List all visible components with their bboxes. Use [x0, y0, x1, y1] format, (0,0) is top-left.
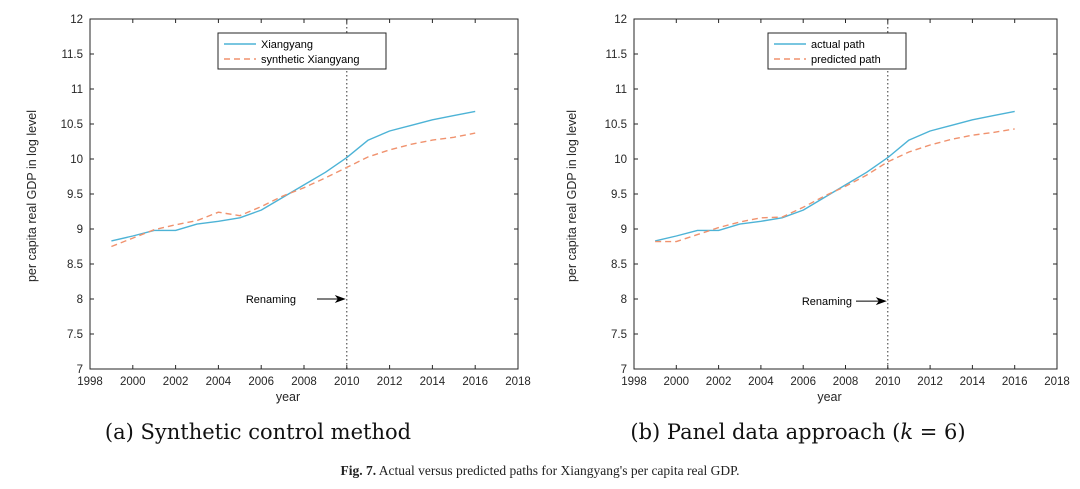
x-tick-label: 2006 — [790, 376, 816, 388]
y-tick-label: 9.5 — [611, 189, 627, 201]
legend-entry-label: predicted path — [811, 54, 881, 66]
y-tick-label: 10 — [614, 154, 627, 166]
x-tick-label: 2018 — [1044, 376, 1070, 388]
panel-a-legend: Xiangyang synthetic Xiangyang — [217, 32, 387, 70]
series-line-synthetic-xiangyang — [111, 132, 476, 248]
x-tick-label: 2014 — [960, 376, 986, 388]
y-tick-label: 8.5 — [611, 259, 627, 271]
y-tick-label: 8 — [77, 294, 83, 306]
figure-caption: Fig. 7. Actual versus predicted paths fo… — [340, 463, 739, 478]
x-tick-label: 2006 — [248, 376, 274, 388]
figure-caption-label: Fig. 7. — [340, 463, 376, 478]
y-tick-label: 12 — [614, 14, 627, 26]
y-tick-label: 9.5 — [67, 189, 83, 201]
panel-b-x-axis-label: year — [817, 390, 841, 404]
panel-a-chart: 1998 2000 2002 2004 2006 2008 2010 2012 2014 2016… — [25, 14, 531, 444]
panel-b-series — [654, 110, 1015, 243]
y-tick-label: 9 — [77, 224, 83, 236]
y-tick-label: 7.5 — [611, 329, 627, 341]
x-tick-label: 2014 — [420, 376, 446, 388]
y-tick-label: 7 — [621, 364, 627, 376]
x-tick-label: 1998 — [77, 376, 103, 388]
y-tick-label: 7.5 — [67, 329, 83, 341]
panel-b-plot-area — [633, 18, 1058, 370]
legend-box — [217, 32, 387, 70]
panel-b-ticks: 1998 2000 2002 2004 2006 2008 2010 2012 2014 2016… — [605, 14, 1070, 388]
x-tick-label: 2016 — [1002, 376, 1028, 388]
y-tick-label: 10 — [70, 154, 83, 166]
panel-a-plot-area — [89, 18, 519, 370]
series-line-actual-path — [654, 110, 1015, 242]
panel-a-series — [111, 110, 476, 248]
x-tick-label: 2000 — [120, 376, 146, 388]
x-tick-label: 2012 — [917, 376, 943, 388]
y-tick-label: 10.5 — [61, 119, 83, 131]
legend-entry-label: actual path — [811, 39, 865, 51]
y-tick-label: 11 — [71, 84, 83, 96]
x-tick-label: 2002 — [163, 376, 189, 388]
x-tick-label: 2002 — [706, 376, 732, 388]
panel-b-caption: (b) Panel data approach (k = 6) — [630, 420, 965, 444]
panel-a-caption: (a) Synthetic control method — [105, 420, 411, 444]
legend-entry-label: synthetic Xiangyang — [261, 54, 359, 66]
legend-entry-label: Xiangyang — [261, 39, 313, 51]
panel-b-legend: actual path predicted path — [767, 32, 907, 70]
legend-box — [767, 32, 907, 70]
x-tick-label: 2018 — [505, 376, 531, 388]
y-tick-label: 10.5 — [605, 119, 627, 131]
x-tick-label: 1998 — [621, 376, 647, 388]
y-tick-label: 7 — [77, 364, 83, 376]
y-tick-label: 11 — [615, 84, 627, 96]
x-tick-label: 2010 — [875, 376, 901, 388]
x-tick-label: 2016 — [462, 376, 488, 388]
y-tick-label: 11.5 — [61, 49, 83, 61]
y-tick-label: 9 — [621, 224, 627, 236]
renaming-annotation-label: Renaming — [802, 296, 852, 308]
panel-b-chart: 1998 2000 2002 2004 2006 2008 2010 2012 2014 2016… — [565, 14, 1070, 444]
panel-b-annotation: Renaming — [802, 296, 887, 308]
y-tick-label: 8 — [621, 294, 627, 306]
x-tick-label: 2008 — [833, 376, 859, 388]
y-tick-label: 11.5 — [605, 49, 627, 61]
series-line-predicted-path — [655, 128, 1015, 243]
x-tick-label: 2004 — [206, 376, 232, 388]
panel-a-x-axis-label: year — [276, 390, 300, 404]
renaming-arrow-head — [875, 297, 887, 306]
y-tick-label: 12 — [70, 14, 83, 26]
figure-caption-text: Actual versus predicted paths for Xiangy… — [379, 463, 740, 478]
x-tick-label: 2004 — [748, 376, 774, 388]
panel-a-ticks: 1998 2000 2002 2004 2006 2008 2010 2012 2014 2016… — [61, 14, 531, 388]
x-tick-label: 2008 — [291, 376, 317, 388]
x-tick-label: 2010 — [334, 376, 360, 388]
x-tick-label: 2000 — [664, 376, 690, 388]
panel-a-y-axis-label: per capita real GDP in log level — [25, 110, 39, 282]
y-tick-label: 8.5 — [67, 259, 83, 271]
panel-b-y-axis-label: per capita real GDP in log level — [565, 110, 579, 282]
panel-a-annotation: Renaming — [246, 294, 346, 306]
renaming-annotation-label: Renaming — [246, 294, 296, 306]
renaming-arrow-head — [334, 295, 346, 303]
x-tick-label: 2012 — [377, 376, 403, 388]
